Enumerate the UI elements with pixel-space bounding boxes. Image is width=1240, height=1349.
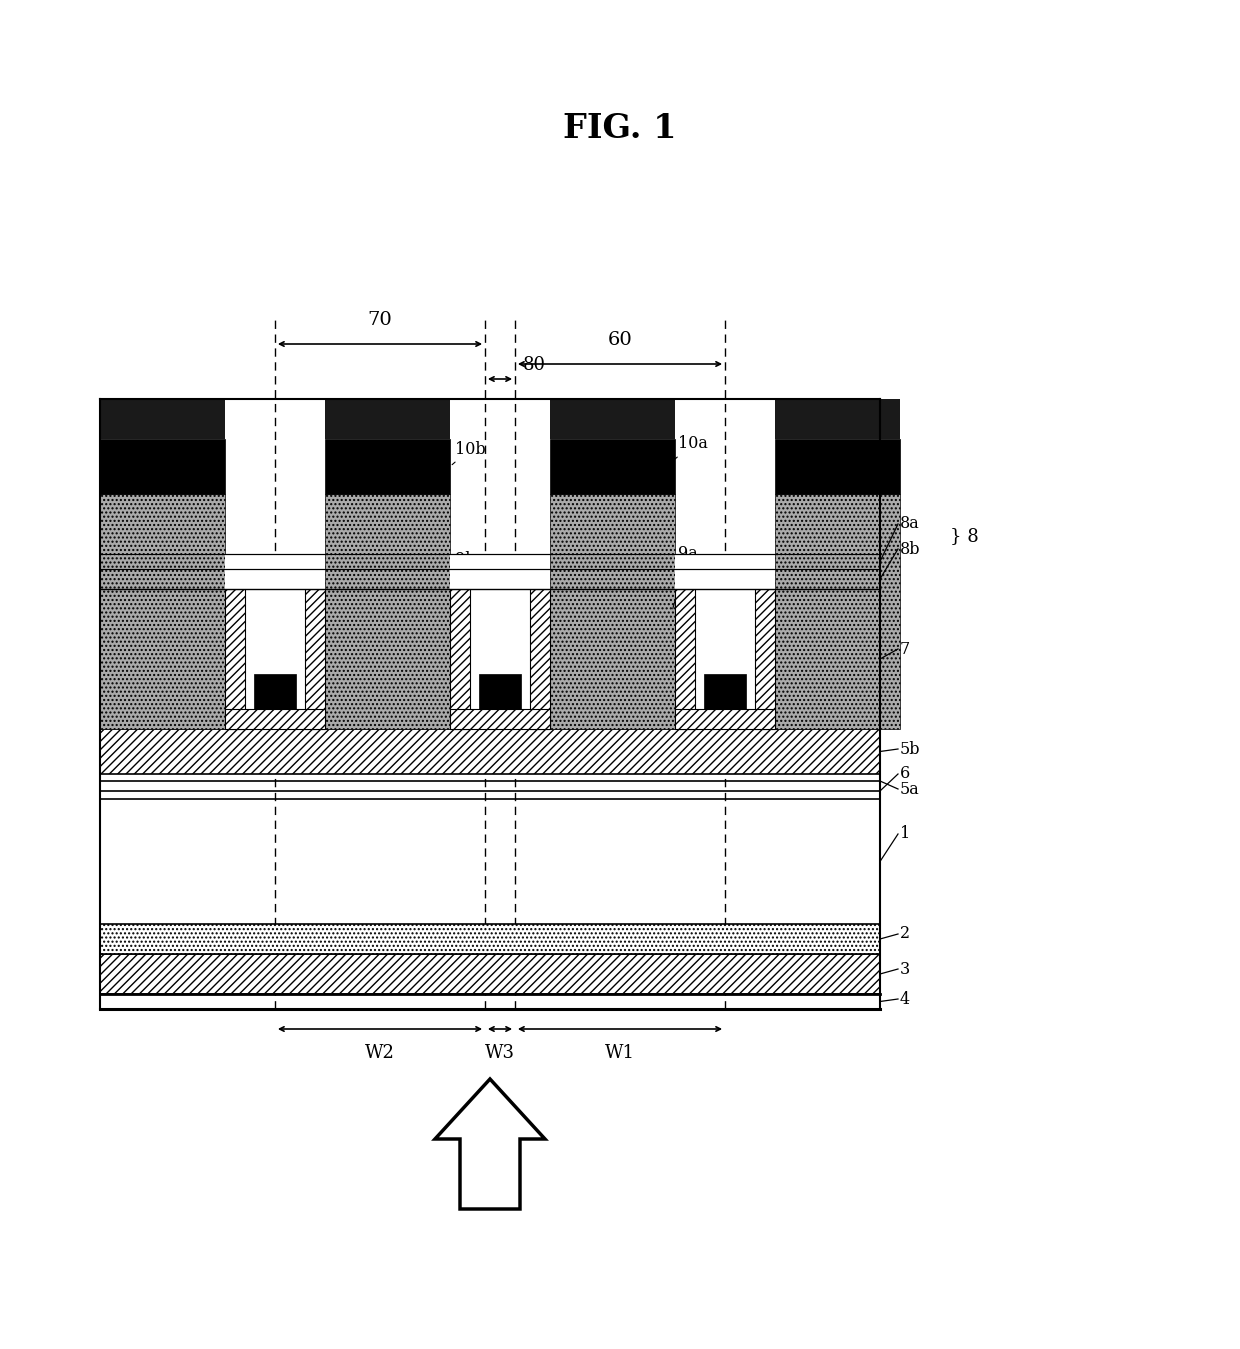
Bar bbox=[529, 590, 551, 728]
Text: W3: W3 bbox=[485, 1044, 515, 1062]
Bar bbox=[100, 494, 224, 728]
Polygon shape bbox=[435, 1079, 546, 1209]
Text: } 8: } 8 bbox=[950, 527, 978, 545]
Text: 9b: 9b bbox=[451, 550, 475, 608]
Bar bbox=[100, 590, 880, 728]
Bar bbox=[246, 590, 305, 710]
Text: 1: 1 bbox=[900, 826, 910, 843]
Bar bbox=[450, 554, 551, 569]
Bar bbox=[325, 494, 450, 728]
Bar bbox=[551, 399, 675, 438]
Text: 10a: 10a bbox=[675, 436, 708, 460]
Bar bbox=[675, 590, 694, 728]
Text: 10b: 10b bbox=[453, 441, 486, 464]
Bar bbox=[100, 399, 224, 438]
Bar bbox=[775, 438, 900, 494]
Bar bbox=[470, 590, 529, 710]
Bar bbox=[450, 569, 551, 590]
Bar bbox=[675, 710, 775, 728]
Bar bbox=[775, 494, 900, 728]
Bar bbox=[450, 590, 470, 728]
Bar bbox=[224, 710, 325, 728]
Bar bbox=[551, 494, 675, 728]
Bar bbox=[755, 590, 775, 728]
Bar bbox=[224, 554, 325, 569]
Text: 5b: 5b bbox=[900, 741, 920, 758]
Bar bbox=[100, 438, 224, 494]
Bar bbox=[704, 674, 746, 710]
Text: FIG. 1: FIG. 1 bbox=[563, 112, 677, 146]
Bar bbox=[100, 994, 880, 1009]
Text: 3: 3 bbox=[900, 960, 910, 978]
Bar bbox=[470, 590, 529, 710]
Bar bbox=[100, 728, 880, 774]
Bar bbox=[100, 924, 880, 954]
Text: 6: 6 bbox=[900, 765, 910, 782]
Text: 9a: 9a bbox=[673, 545, 698, 608]
Text: 8b: 8b bbox=[900, 541, 920, 557]
Bar bbox=[775, 399, 900, 438]
Bar bbox=[325, 438, 450, 494]
Bar bbox=[694, 590, 755, 710]
Text: 8a: 8a bbox=[900, 515, 920, 533]
Text: 4: 4 bbox=[900, 990, 910, 1008]
Bar bbox=[551, 438, 675, 494]
Bar bbox=[675, 569, 775, 590]
Bar bbox=[450, 710, 551, 728]
Text: 60: 60 bbox=[608, 331, 632, 349]
Text: 5a: 5a bbox=[900, 781, 920, 797]
Text: 7: 7 bbox=[900, 641, 910, 657]
Text: W2: W2 bbox=[365, 1044, 394, 1062]
Bar bbox=[675, 554, 775, 569]
Bar bbox=[254, 674, 296, 710]
Bar bbox=[224, 569, 325, 590]
Text: 2: 2 bbox=[900, 925, 910, 943]
Text: 80: 80 bbox=[523, 356, 546, 374]
Bar bbox=[246, 590, 305, 710]
Bar bbox=[479, 674, 521, 710]
Bar bbox=[694, 590, 755, 710]
Text: 70: 70 bbox=[367, 312, 392, 329]
Bar bbox=[100, 799, 880, 924]
Bar bbox=[325, 399, 450, 438]
Text: W1: W1 bbox=[605, 1044, 635, 1062]
Bar bbox=[224, 590, 246, 728]
Bar bbox=[100, 954, 880, 994]
Bar bbox=[305, 590, 325, 728]
